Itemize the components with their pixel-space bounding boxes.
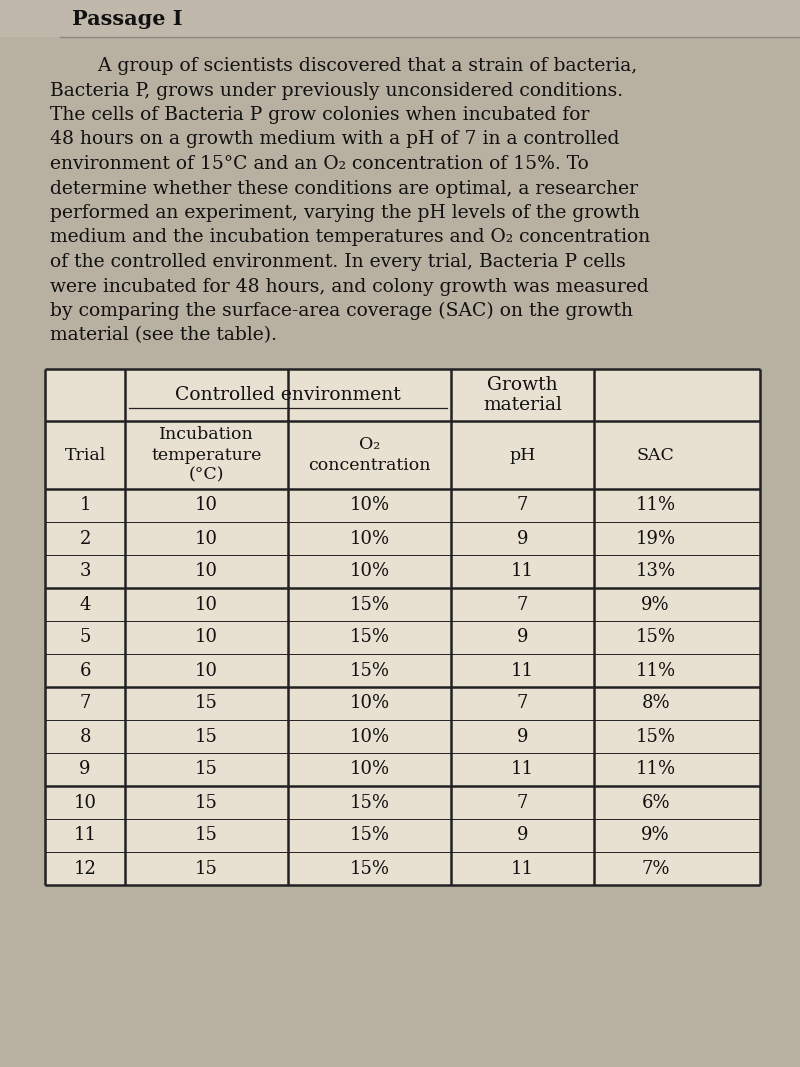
Bar — [0, 0, 800, 37]
Text: 9: 9 — [517, 728, 528, 746]
Bar — [45, 369, 760, 885]
Text: 15%: 15% — [350, 595, 390, 614]
Text: Controlled environment: Controlled environment — [175, 386, 401, 404]
Text: by comparing the surface-area coverage (SAC) on the growth: by comparing the surface-area coverage (… — [50, 302, 633, 320]
Text: 10%: 10% — [350, 496, 390, 514]
Text: 15: 15 — [195, 761, 218, 779]
Text: 9: 9 — [517, 827, 528, 844]
Text: 10: 10 — [195, 662, 218, 680]
Text: 10: 10 — [195, 628, 218, 647]
Text: 11: 11 — [511, 860, 534, 877]
Text: 15%: 15% — [350, 662, 390, 680]
Text: 8: 8 — [79, 728, 90, 746]
Text: 10%: 10% — [350, 529, 390, 547]
Text: material (see the table).: material (see the table). — [50, 327, 277, 345]
Text: were incubated for 48 hours, and colony growth was measured: were incubated for 48 hours, and colony … — [50, 277, 649, 296]
Text: 11%: 11% — [635, 662, 676, 680]
Text: 15%: 15% — [636, 628, 676, 647]
Text: O₂
concentration: O₂ concentration — [308, 436, 431, 474]
Text: Bacteria P, grows under previously unconsidered conditions.: Bacteria P, grows under previously uncon… — [50, 81, 623, 99]
Text: 8%: 8% — [642, 695, 670, 713]
Text: 15: 15 — [195, 827, 218, 844]
Text: 19%: 19% — [635, 529, 676, 547]
Text: 9%: 9% — [642, 827, 670, 844]
Text: 3: 3 — [79, 562, 90, 580]
Text: 15%: 15% — [350, 628, 390, 647]
Text: Incubation
temperature
(°C): Incubation temperature (°C) — [151, 426, 262, 483]
Text: 15%: 15% — [350, 794, 390, 812]
Text: 10%: 10% — [350, 562, 390, 580]
Text: 15%: 15% — [350, 860, 390, 877]
Text: 7%: 7% — [642, 860, 670, 877]
Text: Passage I: Passage I — [72, 9, 182, 29]
Text: of the controlled environment. In every trial, Bacteria P cells: of the controlled environment. In every … — [50, 253, 626, 271]
Text: 10: 10 — [195, 595, 218, 614]
Text: 11: 11 — [511, 662, 534, 680]
Text: 7: 7 — [517, 794, 528, 812]
Text: 6%: 6% — [642, 794, 670, 812]
Text: 10%: 10% — [350, 761, 390, 779]
Text: pH: pH — [510, 446, 536, 463]
Text: 9%: 9% — [642, 595, 670, 614]
Text: 10: 10 — [195, 496, 218, 514]
Text: 2: 2 — [79, 529, 90, 547]
Text: 11%: 11% — [635, 496, 676, 514]
Text: 1: 1 — [79, 496, 90, 514]
Text: A group of scientists discovered that a strain of bacteria,: A group of scientists discovered that a … — [50, 57, 638, 75]
Text: 10%: 10% — [350, 695, 390, 713]
Text: 9: 9 — [79, 761, 90, 779]
Text: 48 hours on a growth medium with a pH of 7 in a controlled: 48 hours on a growth medium with a pH of… — [50, 130, 619, 148]
Text: 10: 10 — [195, 562, 218, 580]
Text: 7: 7 — [79, 695, 90, 713]
Text: 9: 9 — [517, 529, 528, 547]
Text: 15: 15 — [195, 794, 218, 812]
Text: 4: 4 — [79, 595, 90, 614]
Text: 13%: 13% — [635, 562, 676, 580]
Text: 15: 15 — [195, 695, 218, 713]
Text: 10%: 10% — [350, 728, 390, 746]
Text: The cells of Bacteria P grow colonies when incubated for: The cells of Bacteria P grow colonies wh… — [50, 106, 590, 124]
Text: 15: 15 — [195, 728, 218, 746]
Text: medium and the incubation temperatures and O₂ concentration: medium and the incubation temperatures a… — [50, 228, 650, 246]
Text: determine whether these conditions are optimal, a researcher: determine whether these conditions are o… — [50, 179, 638, 197]
Text: 11: 11 — [511, 562, 534, 580]
Text: Growth
material: Growth material — [483, 376, 562, 414]
Text: Trial: Trial — [65, 446, 106, 463]
Text: 7: 7 — [517, 496, 528, 514]
Text: environment of 15°C and an O₂ concentration of 15%. To: environment of 15°C and an O₂ concentrat… — [50, 155, 589, 173]
Text: 7: 7 — [517, 695, 528, 713]
Text: 10: 10 — [195, 529, 218, 547]
Text: 15%: 15% — [350, 827, 390, 844]
Text: SAC: SAC — [637, 446, 674, 463]
Text: 6: 6 — [79, 662, 90, 680]
Text: 11: 11 — [74, 827, 97, 844]
Text: 15%: 15% — [636, 728, 676, 746]
Text: performed an experiment, varying the pH levels of the growth: performed an experiment, varying the pH … — [50, 204, 640, 222]
Text: 15: 15 — [195, 860, 218, 877]
Text: 12: 12 — [74, 860, 97, 877]
Text: 7: 7 — [517, 595, 528, 614]
Text: 5: 5 — [79, 628, 90, 647]
Text: 11: 11 — [511, 761, 534, 779]
Text: 9: 9 — [517, 628, 528, 647]
Text: 10: 10 — [74, 794, 97, 812]
Text: 11%: 11% — [635, 761, 676, 779]
